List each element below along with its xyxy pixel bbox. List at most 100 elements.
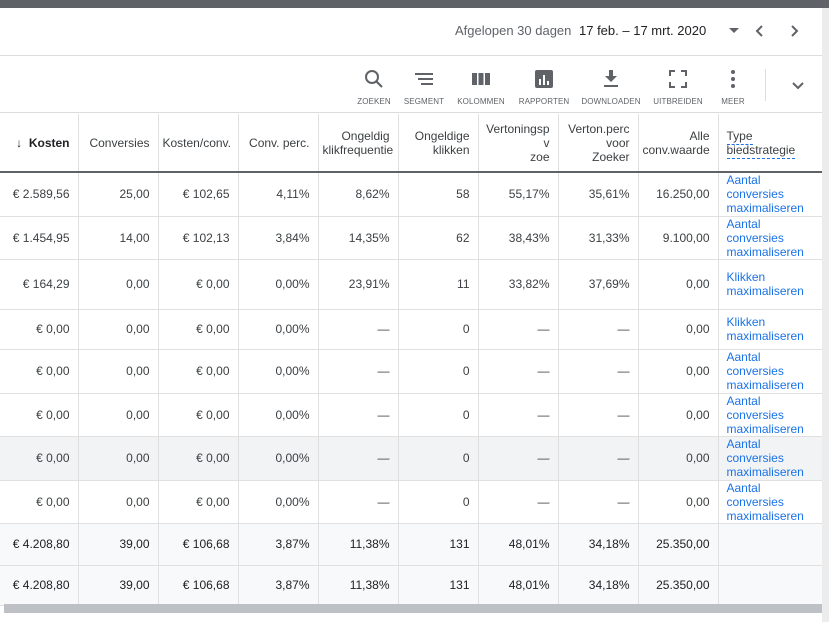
column-header-kosten[interactable]: ↓ Kosten [0, 114, 79, 173]
table-cell: — [318, 309, 399, 350]
table-cell: € 0,00 [158, 349, 239, 394]
bid-strategy-link[interactable]: Aantal conversies maximaliseren [718, 216, 822, 260]
segment-label: SEGMENT [403, 97, 445, 106]
table-cell: 16.250,00 [638, 172, 719, 217]
next-period-button[interactable] [784, 20, 804, 42]
search-button[interactable]: ZOEKEN [339, 67, 409, 106]
chevron-left-icon [755, 25, 763, 37]
table-row[interactable]: € 0,00 0,00 € 0,00 0,00% —0— —0,00 Aantal conv… [0, 393, 822, 437]
table-cell: — [478, 436, 559, 481]
more-label: MEER [721, 97, 745, 106]
column-header-kosten-per-conv[interactable]: Kosten/conv. [158, 114, 239, 173]
totals-cell: 25.350,00 [638, 523, 719, 566]
totals-cell: € 106,68 [158, 523, 239, 566]
chevron-right-icon [791, 25, 799, 37]
table-cell: 0,00 [638, 436, 719, 481]
table-cell: 25,00 [78, 172, 159, 217]
bid-strategy-link[interactable]: Klikken maximaliseren [718, 309, 822, 350]
date-range-value[interactable]: 17 feb. – 17 mrt. 2020 [579, 23, 707, 38]
more-button[interactable]: MEER [698, 67, 768, 106]
column-header-ongeldige-klikken[interactable]: Ongeldige klikken [398, 114, 479, 173]
table-cell: 0,00 [638, 393, 719, 437]
table-row[interactable]: € 0,00 0,00 € 0,00 0,00% —0— —0,00 Aantal conv… [0, 436, 822, 481]
table-cell: 58 [398, 172, 479, 217]
table-cell: € 0,00 [0, 480, 79, 524]
date-dropdown-icon[interactable] [729, 28, 739, 33]
table-row[interactable]: € 0,00 0,00 € 0,00 0,00% —0— —0,00 Klikken max… [0, 309, 822, 350]
bid-strategy-link[interactable]: Aantal conversies maximaliseren [718, 436, 822, 481]
table-cell: € 0,00 [158, 480, 239, 524]
column-header-vertoningspercentage[interactable]: Vertoningsp v zoe [478, 114, 559, 173]
table-cell: 14,00 [78, 216, 159, 260]
campaign-table: ↓ Kosten Conversies Kosten/conv. Conv. p… [0, 114, 822, 606]
totals-cell: 3,87% [238, 523, 319, 566]
table-cell: — [558, 349, 639, 394]
bid-strategy-link[interactable]: Aantal conversies maximaliseren [718, 349, 822, 394]
table-cell: € 102,65 [158, 172, 239, 217]
bid-strategy-link[interactable]: Aantal conversies maximaliseren [718, 480, 822, 524]
column-header-type-biedstrategie[interactable]: Type biedstrategie [718, 114, 822, 173]
column-header-conversies[interactable]: Conversies [78, 114, 159, 173]
toolbar-divider [765, 69, 766, 101]
table-cell: 0 [398, 309, 479, 350]
chevron-down-icon [792, 82, 804, 90]
table-cell: 62 [398, 216, 479, 260]
vertical-scroll-track[interactable] [822, 8, 829, 622]
fullscreen-button[interactable]: UITBREIDEN [643, 67, 713, 106]
date-range-label: Afgelopen 30 dagen [455, 23, 572, 38]
previous-period-button[interactable] [750, 20, 770, 42]
table-row[interactable]: € 0,00 0,00 € 0,00 0,00% —0— —0,00 Aantal conv… [0, 480, 822, 524]
column-header-alle-conv-waarde[interactable]: Alle conv.waarde [638, 114, 719, 173]
table-toolbar: ZOEKEN SEGMENT KOLOMMEN RAPPORTEN DOWNLO… [0, 57, 822, 113]
table-row[interactable]: € 2.589,56 25,00 € 102,65 4,11% 8,62% 58 55,17… [0, 172, 822, 217]
table-cell: 0,00 [78, 436, 159, 481]
reports-button[interactable]: RAPPORTEN [509, 67, 579, 106]
segment-button[interactable]: SEGMENT [389, 67, 459, 106]
table-cell: — [318, 349, 399, 394]
table-cell: € 0,00 [158, 393, 239, 437]
table-cell: € 164,29 [0, 259, 79, 310]
fullscreen-icon [669, 70, 687, 88]
totals-row: € 4.208,80 39,00 € 106,68 3,87% 11,38% 131 48,… [0, 523, 822, 566]
reports-label: RAPPORTEN [518, 97, 570, 106]
table-cell: € 1.454,95 [0, 216, 79, 260]
table-row[interactable]: € 1.454,95 14,00 € 102,13 3,84% 14,35% 62 38,4… [0, 216, 822, 260]
bid-strategy-link[interactable]: Aantal conversies maximaliseren [718, 172, 822, 217]
table-cell: 0,00 [638, 349, 719, 394]
search-icon [365, 70, 383, 88]
fullscreen-label: UITBREIDEN [653, 97, 703, 106]
totals-cell: € 4.208,80 [0, 565, 79, 606]
table-cell: 4,11% [238, 172, 319, 217]
table-cell: 0,00% [238, 393, 319, 437]
column-header-verton-perc-zoeker[interactable]: Verton.perc voor Zoeker [558, 114, 639, 173]
reports-icon [535, 70, 553, 88]
totals-cell [718, 565, 822, 606]
table-cell: 0 [398, 480, 479, 524]
table-cell: 0,00 [78, 393, 159, 437]
bid-strategy-link[interactable]: Aantal conversies maximaliseren [718, 393, 822, 437]
table-cell: 0,00% [238, 309, 319, 350]
table-cell: 35,61% [558, 172, 639, 217]
table-cell: 14,35% [318, 216, 399, 260]
table-cell: € 0,00 [0, 349, 79, 394]
columns-button[interactable]: KOLOMMEN [446, 67, 516, 106]
table-cell: 9.100,00 [638, 216, 719, 260]
columns-label: KOLOMMEN [457, 97, 505, 106]
bid-strategy-link[interactable]: Klikken maximaliseren [718, 259, 822, 310]
table-row[interactable]: € 164,29 0,00 € 0,00 0,00% 23,91% 11 33,82% 37,… [0, 259, 822, 310]
table-row[interactable]: € 0,00 0,00 € 0,00 0,00% —0— —0,00 Aantal conv… [0, 349, 822, 394]
table-cell: 0 [398, 349, 479, 394]
table-cell: — [478, 349, 559, 394]
totals-cell: 48,01% [478, 523, 559, 566]
download-button[interactable]: DOWNLOADEN [576, 67, 646, 106]
column-header-ongeldig-klikfrequentie[interactable]: Ongeldig klikfrequentie [318, 114, 399, 173]
table-cell: € 2.589,56 [0, 172, 79, 217]
horizontal-scrollbar[interactable] [4, 604, 822, 613]
table-cell: 8,62% [318, 172, 399, 217]
column-header-conv-perc[interactable]: Conv. perc. [238, 114, 319, 173]
table-cell: 37,69% [558, 259, 639, 310]
totals-cell [718, 523, 822, 566]
expand-toolbar-button[interactable] [790, 79, 806, 97]
totals-cell: € 106,68 [158, 565, 239, 606]
table-cell: — [318, 436, 399, 481]
